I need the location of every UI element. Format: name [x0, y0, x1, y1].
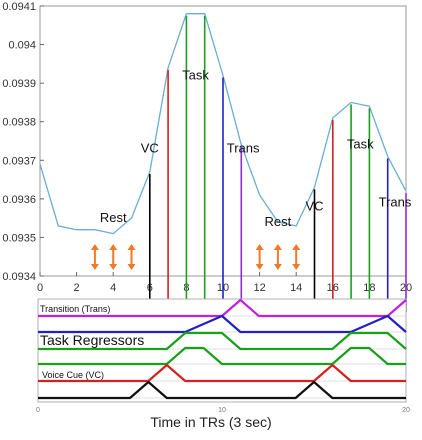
rest-arrow-head-up: [273, 244, 282, 250]
phase-annotation: VC: [305, 198, 323, 213]
regressor-line: [38, 346, 406, 366]
phase-annotation: Trans: [379, 195, 412, 210]
y-tick-label: 0.0934: [2, 271, 36, 283]
y-tick-label: 0.0941: [2, 1, 36, 13]
rest-arrow-head-down: [109, 264, 118, 270]
phase-annotation: Trans: [227, 141, 260, 156]
x-tick-label: 14: [290, 282, 302, 294]
row-label-voice-cue: Voice Cue (VC): [42, 370, 104, 380]
y-tick-label: 0.0939: [2, 78, 36, 90]
y-tick-label: 0.0937: [2, 155, 36, 167]
regressor-x-tick-label: 20: [402, 407, 410, 414]
x-tick-label: 2: [74, 282, 80, 294]
phase-annotation: Task: [182, 67, 209, 82]
regressor-line: [38, 331, 407, 351]
y-tick-label: 0.0935: [2, 232, 36, 244]
y-tick-label: 0.0938: [2, 117, 36, 129]
bold-signal-line: [39, 13, 407, 235]
phase-annotation: Rest: [265, 214, 292, 229]
rest-arrow-head-down: [292, 264, 301, 270]
regressor-plot-frame: [37, 298, 407, 403]
rest-arrow-head-up: [255, 244, 264, 250]
x-tick-label: 4: [110, 282, 116, 294]
rest-arrow-head-down: [90, 264, 99, 270]
phase-annotation: Rest: [100, 210, 127, 225]
x-tick-label: 12: [253, 282, 265, 294]
x-tick-label: 0: [37, 282, 43, 294]
regressor-line: [38, 380, 406, 400]
regressor-line: [38, 298, 407, 318]
phase-annotation: Task: [347, 137, 374, 152]
rest-arrow-head-up: [90, 244, 99, 250]
rest-arrow-head-up: [292, 244, 301, 250]
y-tick-label: 0.0936: [2, 194, 36, 206]
rest-arrow-head-up: [109, 244, 118, 250]
phase-annotation: VC: [141, 141, 159, 156]
rest-arrow-head-up: [127, 244, 136, 250]
regressor-x-tick-label: 10: [218, 407, 226, 414]
row-label-task-regressors: Task Regressors: [40, 332, 144, 348]
rest-arrow-head-down: [255, 264, 264, 270]
y-tick-label: 0.094: [8, 40, 36, 52]
rest-arrow-head-down: [273, 264, 282, 270]
regressor-x-tick-label: 0: [36, 407, 40, 414]
row-label-transition: Transition (Trans): [40, 304, 110, 314]
x-axis-title: Time in TRs (3 sec): [150, 414, 272, 430]
regressor-line: [38, 363, 406, 383]
rest-arrow-head-down: [127, 264, 136, 270]
